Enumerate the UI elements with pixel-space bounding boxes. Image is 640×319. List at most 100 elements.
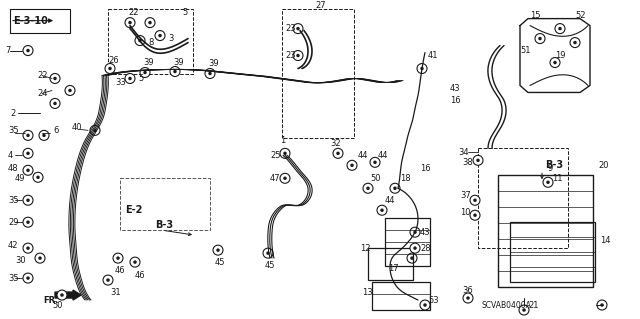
Circle shape [473, 155, 483, 165]
Text: 16: 16 [420, 164, 431, 173]
Circle shape [208, 72, 212, 75]
Bar [510, 222, 595, 282]
Circle shape [23, 195, 33, 205]
Circle shape [280, 148, 290, 158]
Text: 47: 47 [270, 174, 280, 183]
Circle shape [128, 21, 132, 24]
Text: 39: 39 [208, 59, 219, 68]
Text: 43: 43 [420, 228, 431, 237]
Circle shape [145, 18, 155, 28]
Text: 46: 46 [115, 266, 125, 275]
Circle shape [284, 176, 287, 180]
Circle shape [547, 181, 550, 184]
Text: 43: 43 [450, 84, 461, 93]
Text: 22: 22 [128, 8, 138, 17]
Circle shape [133, 260, 137, 264]
Circle shape [570, 38, 580, 48]
Text: 6: 6 [53, 126, 58, 135]
Text: 39: 39 [143, 58, 154, 67]
Text: 51: 51 [520, 46, 531, 55]
Circle shape [35, 253, 45, 263]
Text: 24: 24 [37, 89, 47, 98]
Circle shape [125, 73, 135, 84]
Text: 33: 33 [115, 78, 125, 87]
Circle shape [535, 33, 545, 44]
Text: 1: 1 [280, 136, 285, 145]
Circle shape [205, 69, 215, 78]
Text: 4: 4 [8, 151, 13, 160]
Text: 31: 31 [110, 287, 120, 297]
Text: 5: 5 [182, 8, 188, 17]
Text: 35: 35 [8, 126, 19, 135]
Circle shape [38, 256, 42, 260]
Circle shape [393, 187, 397, 190]
Text: 9: 9 [548, 164, 553, 173]
Circle shape [135, 36, 145, 46]
Circle shape [410, 243, 420, 253]
Circle shape [148, 21, 152, 24]
Circle shape [266, 251, 269, 255]
Circle shape [573, 41, 577, 44]
Circle shape [42, 134, 45, 137]
Text: 44: 44 [378, 151, 388, 160]
Circle shape [140, 68, 150, 78]
Circle shape [65, 85, 75, 95]
Text: 26: 26 [108, 56, 118, 65]
Text: 5: 5 [138, 74, 143, 83]
Text: B-3: B-3 [155, 220, 173, 230]
Circle shape [293, 24, 303, 33]
Text: E-3-10: E-3-10 [13, 16, 48, 26]
Circle shape [116, 256, 120, 260]
Text: 50: 50 [52, 300, 63, 309]
Circle shape [336, 152, 340, 155]
Circle shape [417, 63, 427, 73]
Circle shape [93, 129, 97, 132]
Circle shape [57, 290, 67, 300]
Text: 32: 32 [330, 139, 340, 148]
Circle shape [68, 89, 72, 92]
Text: 17: 17 [388, 263, 399, 273]
Text: 40: 40 [72, 123, 83, 132]
Circle shape [26, 220, 29, 224]
Bar [282, 9, 354, 138]
Circle shape [363, 183, 373, 193]
Circle shape [26, 276, 29, 280]
Circle shape [105, 63, 115, 73]
Circle shape [558, 27, 562, 30]
Text: 41: 41 [428, 51, 438, 60]
Circle shape [293, 50, 303, 61]
FancyArrow shape [55, 290, 81, 300]
Circle shape [50, 99, 60, 108]
Circle shape [410, 227, 420, 237]
Circle shape [23, 217, 33, 227]
Text: 29: 29 [8, 218, 19, 227]
Circle shape [125, 18, 135, 28]
Text: 25: 25 [270, 151, 280, 160]
Circle shape [33, 172, 43, 182]
Text: 27: 27 [315, 1, 326, 10]
Text: FR.: FR. [43, 295, 58, 305]
Text: 2: 2 [10, 109, 15, 118]
Circle shape [128, 77, 132, 80]
Circle shape [296, 54, 300, 57]
Circle shape [467, 296, 470, 300]
Text: 30: 30 [15, 256, 26, 265]
Text: 34: 34 [458, 148, 468, 157]
Circle shape [26, 168, 29, 172]
Circle shape [333, 148, 343, 158]
Bar [385, 218, 430, 266]
Circle shape [377, 205, 387, 215]
Circle shape [23, 243, 33, 253]
Bar [368, 248, 413, 280]
Bar [108, 9, 193, 73]
Text: 23: 23 [285, 51, 296, 60]
Circle shape [413, 230, 417, 234]
Circle shape [420, 300, 430, 310]
Circle shape [216, 249, 220, 252]
Circle shape [26, 152, 29, 155]
Circle shape [53, 77, 57, 80]
Bar [120, 178, 210, 230]
Circle shape [473, 213, 477, 217]
Circle shape [106, 278, 109, 282]
Circle shape [173, 70, 177, 73]
